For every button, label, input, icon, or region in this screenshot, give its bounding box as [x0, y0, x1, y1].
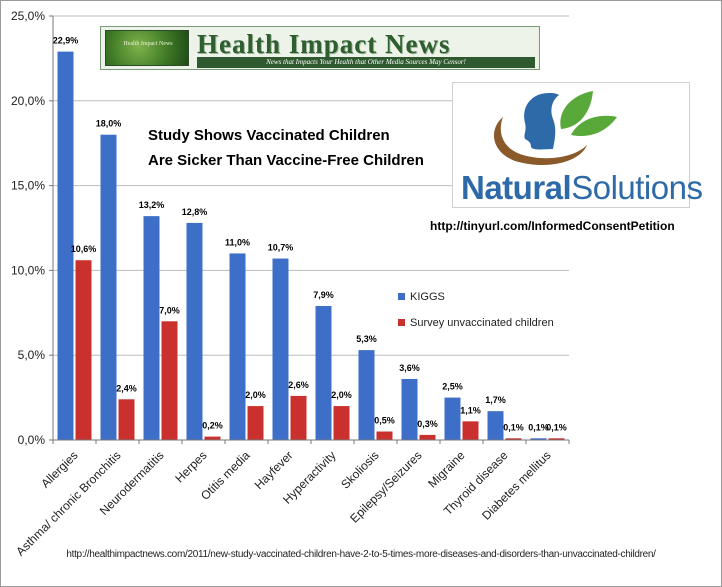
data-label-kiggs: 7,9% [313, 290, 334, 300]
globe-logo: Health Impact News [105, 30, 189, 66]
bar-unvaccinated [204, 436, 221, 440]
legend-swatch [398, 293, 405, 300]
y-tick-label: 5,0% [18, 348, 46, 362]
banner-tagline: News that Impacts Your Health that Other… [197, 57, 535, 68]
headline-line-1: Study Shows Vaccinated Children [148, 127, 390, 144]
bar-kiggs [487, 411, 504, 440]
banner-title: Health Impact News [197, 29, 451, 59]
bar-kiggs [530, 438, 547, 440]
y-tick-label: 10,0% [11, 263, 45, 277]
bar-kiggs [186, 222, 203, 440]
data-label-kiggs: 1,7% [485, 395, 506, 405]
data-label-unvaccinated: 2,0% [331, 390, 352, 400]
data-label-unvaccinated: 1,1% [460, 405, 481, 415]
data-label-unvaccinated: 0,3% [417, 419, 438, 429]
data-label-unvaccinated: 10,6% [71, 244, 97, 254]
bar-unvaccinated [505, 438, 522, 440]
data-label-unvaccinated: 2,6% [288, 380, 309, 390]
wordmark-part-1: Natural [461, 169, 572, 206]
y-tick-label: 20,0% [11, 94, 45, 108]
data-label-kiggs: 18,0% [96, 119, 122, 129]
data-label-kiggs: 22,9% [53, 36, 79, 46]
natural-solutions-logo: NaturalSolutions [452, 82, 703, 208]
data-label-kiggs: 3,6% [399, 363, 420, 373]
bar-kiggs [272, 258, 289, 440]
x-tick-label: Hayfever [252, 448, 296, 492]
source-url[interactable]: http://healthimpactnews.com/2011/new-stu… [66, 549, 656, 560]
data-label-kiggs: 2,5% [442, 382, 463, 392]
x-tick-label: Migraine [425, 448, 468, 491]
bar-unvaccinated [290, 395, 307, 440]
data-label-kiggs: 13,2% [139, 200, 165, 210]
bar-kiggs [229, 253, 246, 440]
bar-kiggs [358, 350, 375, 440]
bar-kiggs [444, 397, 461, 440]
health-impact-news-banner: Health Impact News Health Impact News Ne… [100, 26, 540, 70]
y-tick-label: 15,0% [11, 179, 45, 193]
bar-unvaccinated [118, 399, 135, 440]
data-label-unvaccinated: 2,0% [245, 390, 266, 400]
x-tick-label: Allergies [38, 448, 80, 490]
bar-unvaccinated [247, 406, 264, 440]
data-label-unvaccinated: 0,5% [374, 416, 395, 426]
x-tick-label: Herpes [172, 448, 209, 485]
natural-solutions-wordmark: NaturalSolutions [461, 169, 703, 207]
data-label-unvaccinated: 0,1% [546, 422, 567, 432]
bar-unvaccinated [419, 434, 436, 440]
bar-kiggs [401, 378, 418, 440]
bar-unvaccinated [75, 260, 92, 440]
bar-kiggs [57, 51, 74, 441]
data-label-unvaccinated: 0,2% [202, 421, 223, 431]
data-label-kiggs: 10,7% [268, 243, 294, 253]
bar-unvaccinated [161, 321, 178, 440]
data-label-unvaccinated: 0,1% [503, 422, 524, 432]
data-label-unvaccinated: 7,0% [159, 305, 180, 315]
data-label-kiggs: 12,8% [182, 207, 208, 217]
headline-line-2: Are Sicker Than Vaccine-Free Children [148, 152, 424, 169]
bar-kiggs [315, 306, 332, 440]
data-label-kiggs: 11,0% [225, 237, 250, 247]
bar-kiggs [143, 216, 160, 440]
bar-unvaccinated [376, 431, 393, 440]
bar-unvaccinated [548, 438, 565, 440]
wordmark-part-2: Solutions [571, 169, 703, 206]
bar-kiggs [100, 134, 117, 440]
legend-swatch [398, 319, 405, 326]
banner-logo-text: Health Impact News [123, 41, 173, 47]
bar-unvaccinated [333, 406, 350, 440]
petition-url[interactable]: http://tinyurl.com/InformedConsentPetiti… [430, 219, 675, 233]
headline: Study Shows Vaccinated Children Are Sick… [148, 123, 424, 173]
x-tick-label: Skoliosis [338, 448, 381, 491]
y-tick-label: 25,0% [11, 9, 45, 23]
legend-label: KIGGS [410, 291, 445, 303]
data-label-unvaccinated: 2,4% [116, 383, 137, 393]
head-and-leaves-icon [493, 91, 617, 166]
data-label-kiggs: 0,1% [528, 422, 549, 432]
bar-unvaccinated [462, 421, 479, 440]
data-label-kiggs: 5,3% [356, 334, 377, 344]
y-tick-label: 0,0% [18, 433, 46, 447]
legend-label: Survey unvaccinated children [410, 317, 554, 329]
